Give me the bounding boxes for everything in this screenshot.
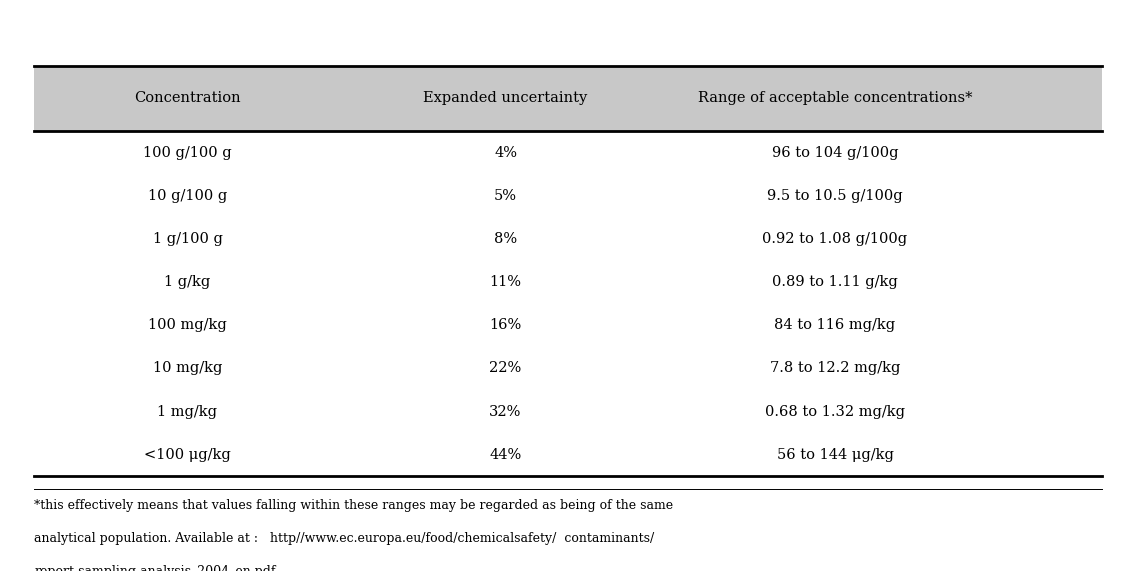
Text: 11%: 11% — [490, 275, 521, 289]
Text: *this effectively means that values falling within these ranges may be regarded : *this effectively means that values fall… — [34, 499, 674, 512]
Text: 0.89 to 1.11 g/kg: 0.89 to 1.11 g/kg — [772, 275, 897, 289]
Text: 8%: 8% — [494, 232, 517, 246]
Text: 4%: 4% — [494, 146, 517, 160]
Text: 9.5 to 10.5 g/100g: 9.5 to 10.5 g/100g — [767, 189, 903, 203]
Text: 1 g/kg: 1 g/kg — [165, 275, 210, 289]
Text: report-sampling-analysis_2004_en.pdf.: report-sampling-analysis_2004_en.pdf. — [34, 565, 279, 571]
Text: 84 to 116 mg/kg: 84 to 116 mg/kg — [775, 318, 895, 332]
Text: 32%: 32% — [490, 404, 521, 419]
Text: 7.8 to 12.2 mg/kg: 7.8 to 12.2 mg/kg — [770, 361, 900, 376]
Text: 100 mg/kg: 100 mg/kg — [148, 318, 227, 332]
Text: 44%: 44% — [490, 448, 521, 462]
Text: <100 μg/kg: <100 μg/kg — [144, 448, 231, 462]
Text: 16%: 16% — [490, 318, 521, 332]
Text: 100 g/100 g: 100 g/100 g — [143, 146, 232, 160]
Text: 10 mg/kg: 10 mg/kg — [152, 361, 223, 376]
Text: 22%: 22% — [490, 361, 521, 376]
Text: Range of acceptable concentrations*: Range of acceptable concentrations* — [698, 91, 972, 106]
Text: 0.92 to 1.08 g/100g: 0.92 to 1.08 g/100g — [762, 232, 908, 246]
Text: 1 mg/kg: 1 mg/kg — [158, 404, 217, 419]
Text: 56 to 144 μg/kg: 56 to 144 μg/kg — [777, 448, 893, 462]
Text: 0.68 to 1.32 mg/kg: 0.68 to 1.32 mg/kg — [765, 404, 905, 419]
Text: 10 g/100 g: 10 g/100 g — [148, 189, 227, 203]
Text: 1 g/100 g: 1 g/100 g — [152, 232, 223, 246]
Text: Concentration: Concentration — [134, 91, 241, 106]
Text: analytical population. Available at :   http//www.ec.europa.eu/food/chemicalsafe: analytical population. Available at : ht… — [34, 532, 654, 545]
Text: Expanded uncertainty: Expanded uncertainty — [424, 91, 587, 106]
Bar — [34, 66, 1102, 131]
Text: 96 to 104 g/100g: 96 to 104 g/100g — [771, 146, 899, 160]
Text: 5%: 5% — [494, 189, 517, 203]
